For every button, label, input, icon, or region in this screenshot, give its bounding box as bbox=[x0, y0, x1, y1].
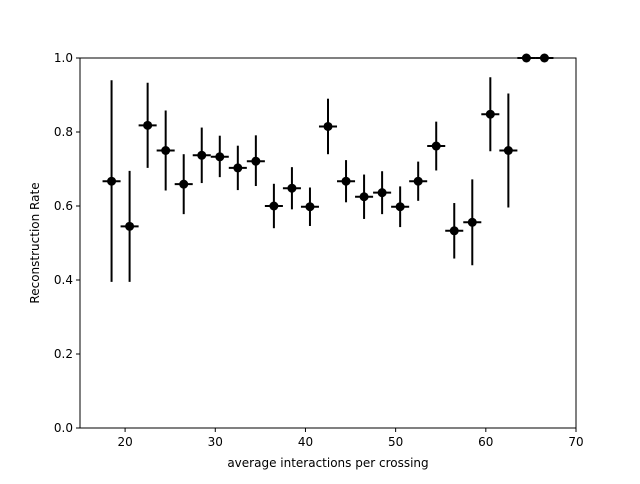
x-tick-label: 70 bbox=[568, 435, 583, 449]
data-point-group bbox=[373, 171, 392, 215]
x-axis: 20 30 40 50 60 70 bbox=[117, 428, 584, 449]
data-point-group bbox=[264, 183, 283, 229]
data-point-group bbox=[463, 179, 482, 266]
data-point-group bbox=[391, 186, 410, 228]
data-point-marker bbox=[359, 192, 369, 202]
data-point-marker bbox=[413, 176, 423, 186]
data-point-group bbox=[337, 160, 356, 203]
data-point-marker bbox=[161, 146, 171, 155]
data-point-marker bbox=[377, 188, 387, 198]
x-axis-label: average interactions per crossing bbox=[227, 456, 428, 470]
data-point-marker bbox=[431, 141, 441, 151]
x-tick-label: 20 bbox=[117, 435, 132, 449]
data-point-marker bbox=[485, 109, 495, 119]
data-point-group bbox=[409, 161, 428, 201]
data-point-group bbox=[120, 170, 139, 282]
data-point-group bbox=[282, 167, 301, 210]
y-axis-label: Reconstruction Rate bbox=[28, 182, 42, 303]
data-point-group bbox=[174, 154, 193, 215]
x-tick-label: 50 bbox=[388, 435, 403, 449]
y-tick-label: 0.4 bbox=[54, 273, 73, 287]
data-point-marker bbox=[143, 120, 153, 130]
data-point-group bbox=[355, 174, 374, 219]
data-point-group bbox=[246, 135, 265, 187]
data-point-marker bbox=[449, 226, 459, 236]
data-point-group bbox=[192, 127, 211, 184]
y-tick-label: 0.2 bbox=[54, 347, 73, 361]
data-point-group bbox=[300, 187, 319, 226]
data-point-marker bbox=[323, 121, 333, 131]
x-tick-label: 60 bbox=[478, 435, 493, 449]
data-point-marker bbox=[251, 156, 261, 166]
data-point-marker bbox=[233, 163, 243, 173]
data-marks bbox=[102, 53, 554, 282]
y-tick-label: 0.8 bbox=[54, 125, 73, 139]
data-point-group bbox=[445, 203, 464, 259]
plot-frame bbox=[79, 57, 577, 429]
data-point-marker bbox=[269, 201, 279, 211]
y-tick-label: 0.6 bbox=[54, 199, 73, 213]
data-point-marker bbox=[341, 176, 351, 186]
y-tick-label: 1.0 bbox=[54, 51, 73, 65]
data-point-group bbox=[138, 82, 157, 168]
data-point-group bbox=[228, 145, 247, 191]
data-point-marker bbox=[395, 202, 405, 212]
y-axis: 0.0 0.2 0.4 0.6 0.8 1.0 bbox=[54, 51, 80, 435]
x-tick-label: 30 bbox=[208, 435, 223, 449]
data-point-group bbox=[499, 93, 518, 208]
data-point-marker bbox=[197, 150, 207, 160]
data-point-group bbox=[210, 135, 229, 178]
data-point-group bbox=[481, 77, 500, 152]
data-point-marker bbox=[107, 176, 117, 186]
data-point-marker bbox=[215, 152, 225, 162]
data-point-marker bbox=[179, 179, 189, 189]
data-point-group bbox=[318, 98, 338, 155]
data-point-marker bbox=[125, 221, 135, 231]
data-point-marker bbox=[305, 202, 315, 212]
data-point-marker bbox=[287, 183, 297, 193]
data-point-group bbox=[102, 80, 121, 282]
x-tick-label: 40 bbox=[298, 435, 313, 449]
data-point-group bbox=[427, 121, 446, 171]
data-point-marker bbox=[503, 146, 513, 155]
data-point-group bbox=[156, 110, 175, 191]
data-point-marker bbox=[467, 217, 477, 227]
y-tick-label: 0.0 bbox=[54, 421, 73, 435]
